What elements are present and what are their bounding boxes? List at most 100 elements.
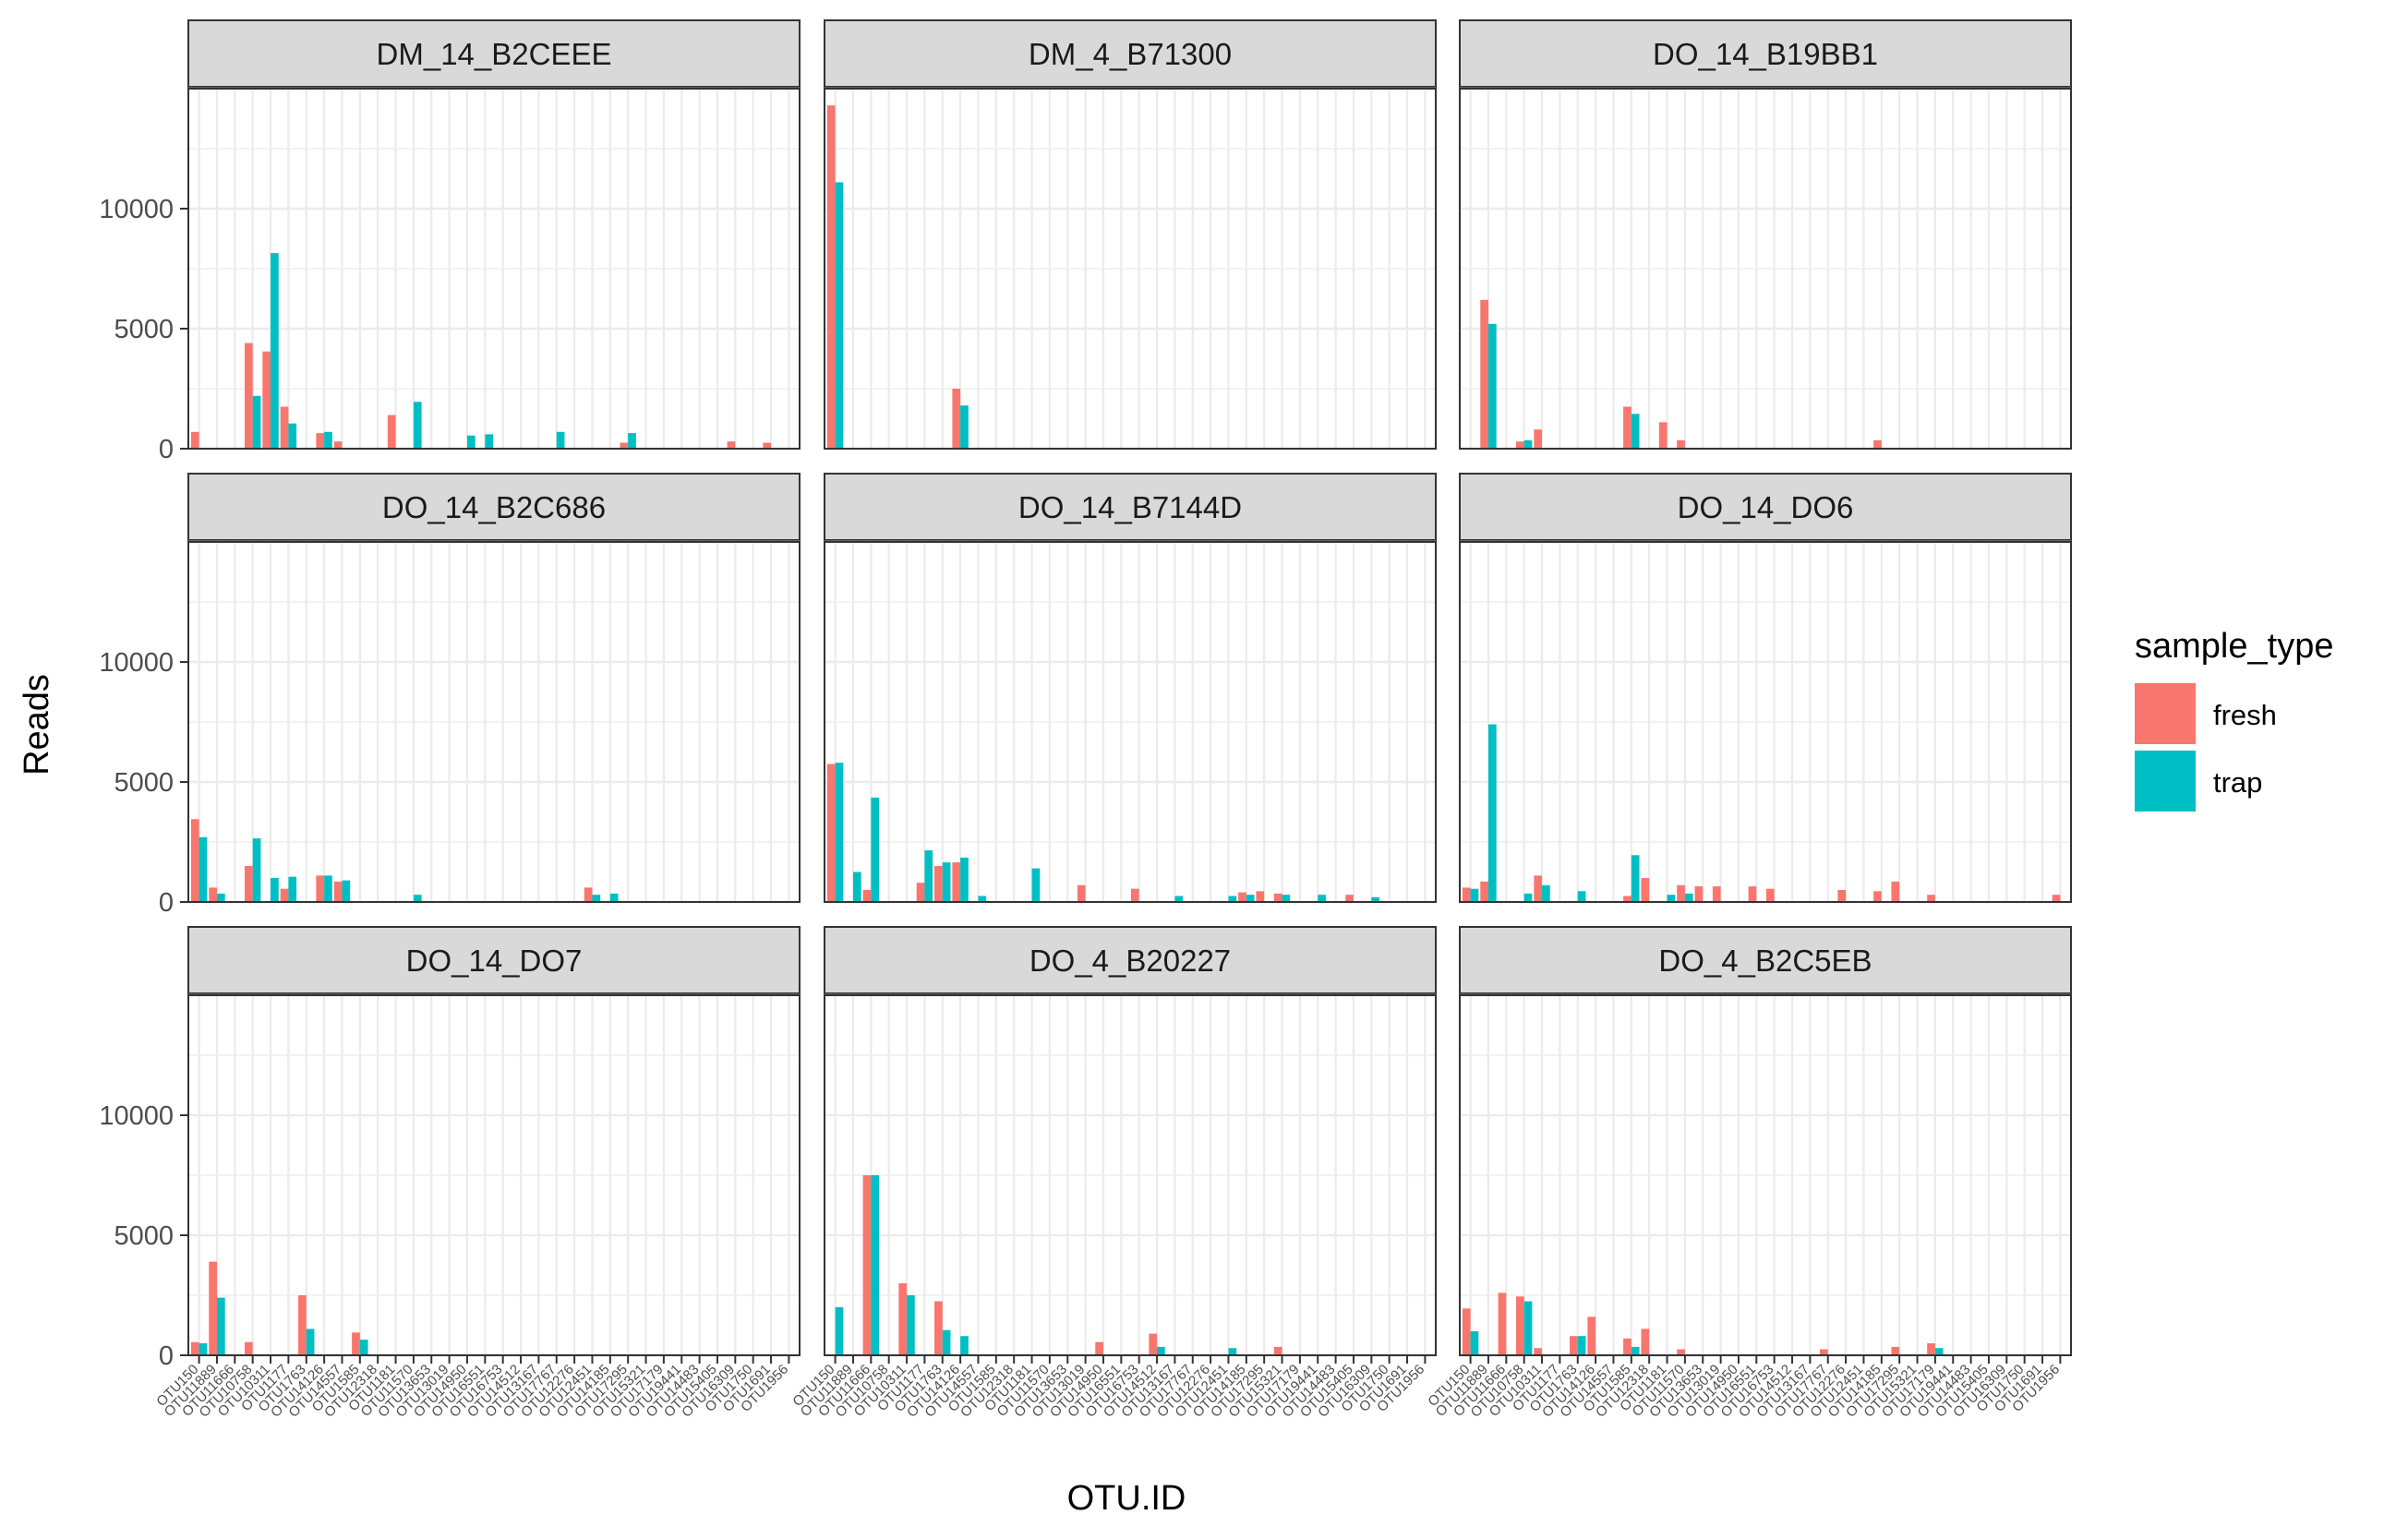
bar-trap [324,875,332,902]
legend-key-fresh [2135,683,2196,744]
bar-trap [592,895,601,902]
bar-fresh [1748,886,1757,902]
bar-trap [413,402,422,449]
bar-fresh [1658,422,1668,449]
bar-fresh [1677,1349,1685,1355]
facet-title: DM_14_B2CEEE [377,37,612,71]
bar-trap [1542,884,1550,902]
facet-panel: DO_4_B20227OTU150OTU11889OTU11666OTU1075… [789,926,1437,1421]
bar-trap [1934,1348,1944,1355]
bar-trap [1174,896,1184,902]
bar-trap [978,896,987,902]
bar-fresh [1891,1346,1900,1355]
bar-trap [1631,1346,1640,1355]
bar-fresh [1623,896,1631,902]
bar-fresh [209,1261,217,1355]
bar-fresh [1891,881,1900,902]
panel-border [824,994,1437,1356]
facet-title: DO_14_B7144D [1018,490,1242,524]
bar-fresh [1480,881,1488,902]
facet-strip [824,926,1437,994]
bar-fresh [1130,888,1139,902]
bar-trap [413,895,422,902]
facet-title: DO_4_B20227 [1029,944,1231,978]
bar-fresh [1873,891,1882,902]
y-tick-label: 10000 [99,195,174,224]
bar-fresh [387,415,396,449]
bar-fresh [190,819,199,902]
bar-trap [324,431,332,449]
facet-strip [1459,19,2072,88]
bar-trap [871,1175,880,1355]
y-tick-label: 5000 [114,315,174,344]
bar-trap [960,405,969,449]
bar-fresh [209,887,217,902]
bar-fresh [1462,887,1471,902]
bar-fresh [934,1301,943,1355]
panel-border [187,541,801,903]
bar-trap [288,876,297,902]
bar-trap [907,1295,915,1355]
bar-fresh [898,1283,908,1355]
bar-trap [1523,1301,1533,1355]
bar-fresh [1534,875,1543,902]
bar-fresh [333,881,343,902]
bar-trap [216,1297,225,1355]
bar-fresh [1641,1329,1650,1355]
facet-panel: DO_14_B2C686 0 5000 10000 [99,473,801,918]
bar-trap [609,893,619,902]
panel-border [1459,994,2072,1356]
y-tick-label: 0 [159,888,174,918]
bar-fresh [1587,1317,1596,1355]
bar-trap [1470,1331,1479,1355]
bar-trap [359,1340,368,1355]
facet-strip [187,473,801,541]
bar-trap [1371,896,1380,902]
bar-fresh [1570,1336,1578,1355]
bar-fresh [1462,1308,1471,1355]
bar-trap [216,893,225,902]
facet-panel: DO_14_B19BB1 [1459,19,2072,451]
bar-trap [1631,855,1640,902]
panel-border [1459,88,2072,450]
bar-trap [271,878,279,902]
legend-label-fresh: fresh [2213,699,2277,731]
bar-fresh [952,389,961,449]
bar-fresh [1623,406,1631,449]
bar-trap [252,838,261,902]
bar-trap [288,423,297,449]
facet-strip [824,473,1437,541]
facet-title: DO_4_B2C5EB [1658,944,1872,978]
bar-trap [1157,1346,1165,1355]
bar-trap [342,880,351,902]
bar-trap [1684,893,1693,902]
bar-fresh [1256,891,1265,902]
bar-fresh [584,887,593,902]
bar-fresh [826,764,836,902]
bar-fresh [244,1341,253,1355]
bar-fresh [1694,886,1704,902]
panel-border [187,88,801,450]
bar-trap [835,763,844,902]
bar-trap [1031,868,1041,902]
facet-strip [187,926,801,994]
bar-fresh [1641,878,1650,902]
bar-fresh [1677,884,1685,902]
bar-trap [924,850,933,902]
bar-fresh [333,441,343,449]
bar-trap [1667,895,1676,902]
bar-trap [199,836,208,902]
bar-trap [1282,895,1291,902]
panel-border [824,88,1437,450]
legend-label-trap: trap [2213,766,2262,799]
y-tick-label: 5000 [114,768,174,798]
bar-fresh [190,1341,199,1355]
facet-panels: DM_14_B2CEEE 0 5000 10000 DM_4_B71300 DO_14_B… [99,19,2072,1421]
bar-fresh [1480,299,1488,449]
bar-trap [1228,1348,1237,1355]
facet-title: DO_14_DO7 [406,944,583,978]
bar-fresh [316,433,325,449]
bar-trap [1246,895,1255,902]
bar-fresh [1345,895,1354,902]
bar-trap [1228,896,1237,902]
